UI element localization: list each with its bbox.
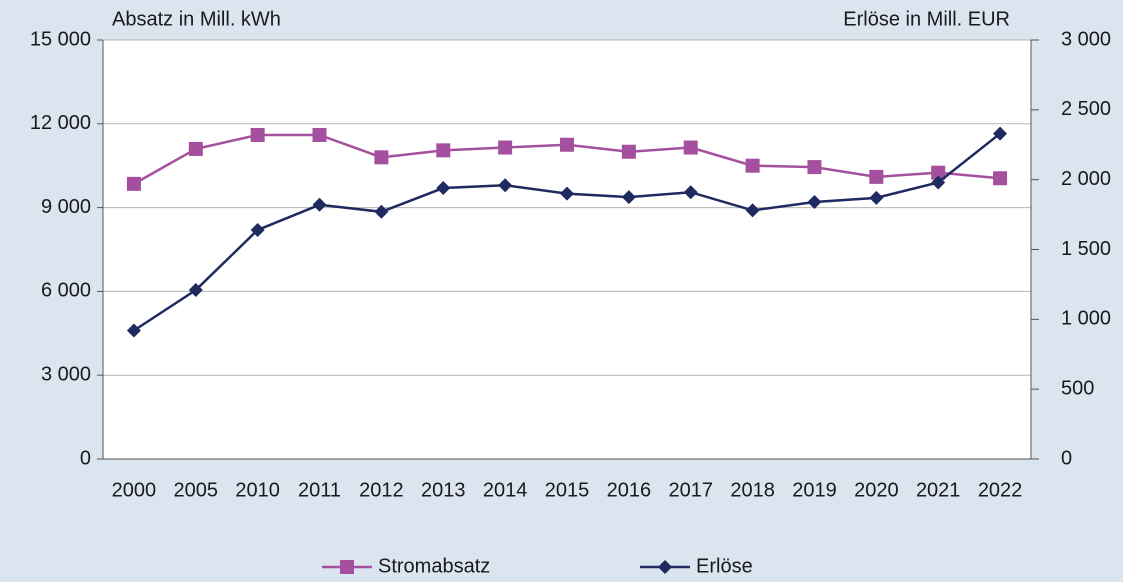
data-point xyxy=(498,140,513,155)
legend-label: Erlöse xyxy=(696,555,753,577)
data-point xyxy=(312,127,327,142)
data-point xyxy=(807,160,822,175)
x-tick-label: 2020 xyxy=(854,479,899,501)
data-point xyxy=(683,140,698,155)
data-point xyxy=(312,197,327,212)
data-point xyxy=(807,195,822,210)
data-point xyxy=(683,185,698,200)
data-point xyxy=(560,137,574,152)
x-tick-label: 2013 xyxy=(421,479,466,501)
data-point xyxy=(745,158,760,173)
legend-label: Stromabsatz xyxy=(378,555,490,577)
x-tick-label: 2021 xyxy=(916,479,961,501)
data-point xyxy=(931,165,946,180)
x-tick-label: 2014 xyxy=(483,479,528,501)
x-tick-label: 2017 xyxy=(668,479,713,501)
data-point xyxy=(498,178,513,193)
data-point xyxy=(436,143,451,158)
data-point xyxy=(188,283,203,298)
data-point xyxy=(745,203,760,218)
y-tick-label: 6 000 xyxy=(41,280,91,302)
x-tick-label: 2000 xyxy=(112,479,157,501)
x-tick-label: 2019 xyxy=(792,479,837,501)
y-tick-label: 12 000 xyxy=(30,112,91,134)
y-tick-label: 3 000 xyxy=(41,363,91,385)
y2-tick-label: 2 500 xyxy=(1061,98,1111,120)
y2-tick-label: 3 000 xyxy=(1061,28,1111,50)
x-tick-label: 2005 xyxy=(174,479,219,501)
data-point xyxy=(560,186,574,201)
data-point xyxy=(993,171,1008,186)
x-tick-label: 2015 xyxy=(545,479,590,501)
x-tick-label: 2011 xyxy=(298,479,341,501)
x-tick-label: 2022 xyxy=(978,479,1023,501)
y2-tick-label: 1 500 xyxy=(1061,238,1111,260)
data-point xyxy=(436,181,451,196)
data-point xyxy=(126,176,141,191)
legend-marker xyxy=(340,560,354,574)
data-point xyxy=(250,127,265,142)
y2-tick-label: 500 xyxy=(1061,377,1094,399)
y2-tick-label: 0 xyxy=(1061,447,1072,469)
x-tick-label: 2010 xyxy=(235,479,280,501)
y2-axis-title: Erlöse in Mill. EUR xyxy=(843,8,1010,30)
data-point xyxy=(126,323,141,338)
y-tick-label: 0 xyxy=(80,447,91,469)
y2-tick-label: 2 000 xyxy=(1061,168,1111,190)
y-axis-title: Absatz in Mill. kWh xyxy=(112,8,281,30)
y-tick-label: 15 000 xyxy=(30,28,91,50)
data-point xyxy=(188,141,203,156)
data-point xyxy=(869,169,884,184)
y2-tick-label: 1 000 xyxy=(1061,308,1111,330)
x-tick-label: 2016 xyxy=(607,479,652,501)
data-point xyxy=(621,190,636,205)
legend-marker xyxy=(658,560,672,574)
y-tick-label: 9 000 xyxy=(41,196,91,218)
data-point xyxy=(993,126,1008,141)
data-point xyxy=(374,150,389,165)
data-point xyxy=(869,190,884,205)
data-point xyxy=(374,204,389,219)
plot-area xyxy=(103,40,1031,459)
data-point xyxy=(250,222,265,237)
data-point xyxy=(931,175,946,190)
x-tick-label: 2012 xyxy=(359,479,404,501)
data-point xyxy=(621,144,636,159)
x-tick-label: 2018 xyxy=(730,479,775,501)
